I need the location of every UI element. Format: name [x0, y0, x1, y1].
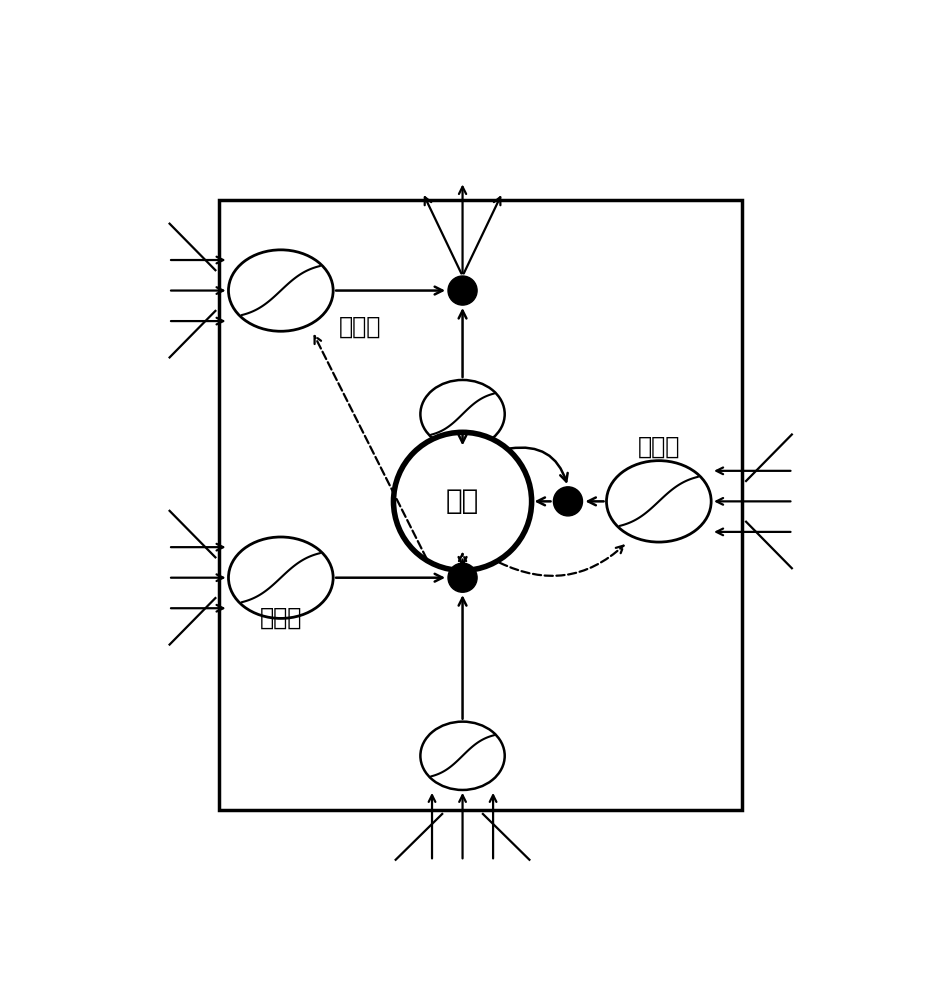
Ellipse shape — [420, 722, 505, 790]
Circle shape — [553, 487, 582, 516]
Circle shape — [448, 276, 477, 305]
Bar — [219, 200, 743, 810]
Text: 输入门: 输入门 — [260, 606, 302, 630]
Ellipse shape — [420, 380, 505, 448]
Text: 遗忘门: 遗忘门 — [638, 435, 680, 459]
Text: 元胞: 元胞 — [446, 487, 479, 515]
Text: 输出门: 输出门 — [339, 315, 382, 339]
Ellipse shape — [607, 461, 711, 542]
Circle shape — [393, 432, 532, 570]
Ellipse shape — [229, 537, 333, 618]
Ellipse shape — [229, 250, 333, 331]
Circle shape — [448, 563, 477, 592]
